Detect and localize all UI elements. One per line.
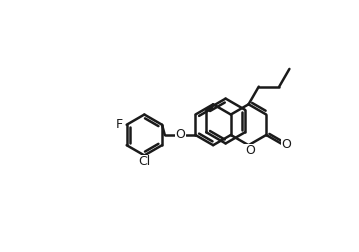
Text: O: O: [282, 138, 292, 151]
Text: Cl: Cl: [138, 155, 150, 168]
Text: F: F: [116, 118, 123, 131]
Text: O: O: [245, 144, 255, 157]
Text: O: O: [175, 129, 185, 141]
